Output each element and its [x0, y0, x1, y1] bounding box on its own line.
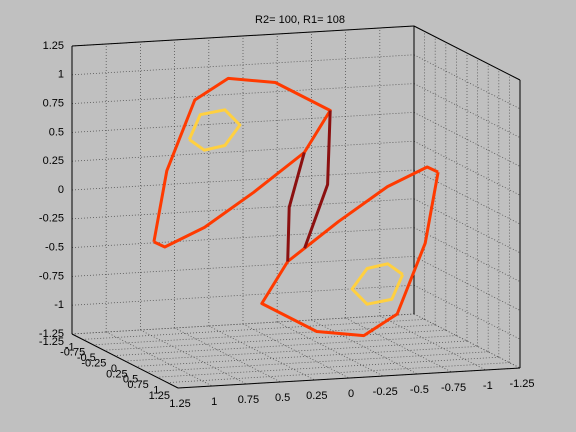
grid-line: [71, 227, 415, 248]
axis-edge: [71, 333, 179, 389]
grid-line: [124, 340, 468, 362]
trajectory: [303, 110, 332, 249]
y-tick-label: 1.25: [149, 390, 170, 402]
y-tick-label: 0.25: [106, 368, 127, 380]
y-tick-label: -0.5: [77, 352, 96, 364]
grid-line: [413, 227, 521, 282]
grid-line: [82, 319, 425, 340]
grid-line: [103, 329, 446, 351]
y-tick-label: -1.25: [39, 336, 64, 348]
y-tick-label: 0: [111, 363, 117, 375]
grid-line: [156, 356, 499, 378]
grid-line: [106, 331, 213, 387]
y-tick-label: -1: [65, 341, 75, 353]
trajectory: [187, 108, 242, 152]
grid-line: [71, 198, 415, 220]
z-tick-label: -1.25: [39, 328, 64, 340]
z-tick-label: 1: [58, 69, 64, 81]
y-tick-label: 0.75: [127, 379, 148, 391]
z-tick-label: -1: [54, 299, 64, 311]
y-tick-label: -0.25: [81, 358, 106, 370]
x-tick-label: 1: [211, 396, 217, 408]
x-tick-label: 0.75: [238, 394, 259, 406]
trajectory: [350, 262, 405, 306]
y-tick-label: 1: [153, 385, 159, 397]
grid-line: [146, 351, 489, 373]
grid-line: [93, 324, 436, 346]
z-tick-label: 1.25: [43, 40, 64, 52]
grid-line: [413, 54, 521, 110]
grid-line: [208, 325, 315, 381]
grid-line: [242, 323, 350, 379]
grid-line: [71, 284, 415, 306]
chart-title: R2= 100, R1= 108: [255, 14, 345, 26]
x-tick-label: -0.75: [441, 382, 466, 394]
trajectory: [260, 165, 440, 338]
z-tick-label: 0.75: [43, 98, 64, 110]
x-tick-label: -0.5: [410, 384, 429, 396]
grid-line: [413, 256, 521, 311]
grid-line: [413, 284, 521, 340]
grid-line: [345, 317, 452, 373]
x-tick-label: -0.25: [373, 386, 398, 398]
grid-line: [71, 256, 415, 277]
grid-line: [71, 313, 415, 335]
grid-line: [413, 140, 521, 196]
x-tick-label: 1.25: [169, 398, 190, 410]
grid-line: [413, 198, 521, 254]
grid-line: [114, 335, 457, 356]
grid-line: [174, 327, 281, 383]
axis-edge: [71, 25, 415, 47]
y-tick-label: 0.5: [123, 374, 138, 386]
x-tick-label: 0: [348, 388, 354, 400]
grid-line: [413, 169, 521, 225]
z-tick-label: 0.25: [43, 155, 64, 167]
z-tick-label: 0.5: [49, 126, 64, 138]
grid-line: [379, 315, 486, 371]
axis-edge: [413, 25, 521, 81]
grid-line: [413, 112, 521, 167]
grid-line: [277, 321, 384, 377]
y-tick-label: -0.75: [60, 347, 85, 359]
grid-line: [413, 313, 521, 369]
axis-edge: [177, 367, 521, 389]
grid-line: [71, 54, 415, 76]
grid-line: [71, 169, 415, 191]
z-tick-label: -0.75: [39, 270, 64, 282]
z-tick-label: -0.25: [39, 213, 64, 225]
grid-line: [413, 83, 521, 138]
x-tick-label: 0.5: [275, 392, 290, 404]
grid-line: [311, 319, 418, 375]
z-tick-label: 0: [58, 184, 64, 196]
x-tick-label: -1: [483, 380, 493, 392]
grid-line: [167, 362, 510, 383]
grid-line: [71, 112, 415, 133]
z-tick-label: -0.5: [45, 242, 64, 254]
grid-line: [71, 140, 415, 162]
x-tick-label: 0.25: [306, 390, 327, 402]
grid-line: [135, 346, 478, 367]
grid-line: [71, 83, 415, 104]
trajectory: [286, 152, 306, 262]
x-tick-label: -1.25: [509, 378, 534, 390]
grid-line: [140, 329, 247, 385]
